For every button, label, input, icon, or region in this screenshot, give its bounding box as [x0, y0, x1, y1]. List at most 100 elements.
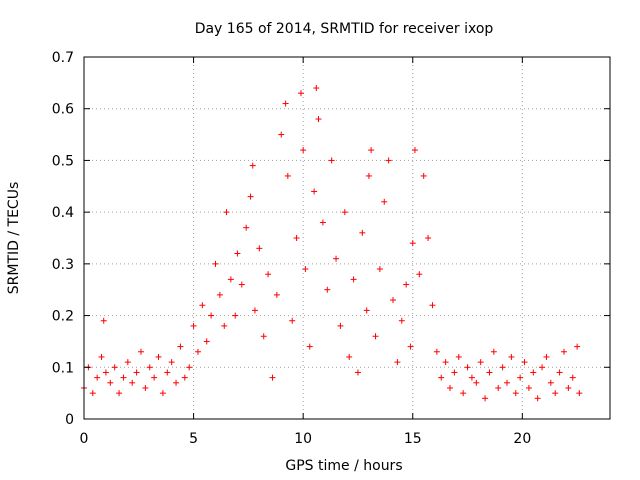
y-tick-label: 0.4: [52, 205, 74, 221]
data-point: [376, 266, 383, 273]
data-point: [164, 369, 171, 376]
data-point: [363, 307, 370, 314]
data-point: [337, 322, 344, 329]
data-point: [407, 343, 414, 350]
data-point: [168, 359, 175, 366]
data-point: [525, 384, 532, 391]
data-point: [177, 343, 184, 350]
data-point: [151, 374, 158, 381]
data-point: [116, 390, 123, 397]
data-point: [543, 353, 550, 360]
data-point: [129, 379, 136, 386]
data-point: [302, 266, 309, 273]
data-point: [221, 322, 228, 329]
data-point: [311, 188, 318, 195]
data-point: [273, 291, 280, 298]
data-point: [420, 172, 427, 179]
data-point: [442, 359, 449, 366]
data-point: [137, 348, 144, 355]
data-point: [203, 338, 210, 345]
data-point: [173, 379, 180, 386]
data-point: [365, 172, 372, 179]
data-point: [495, 384, 502, 391]
data-point: [289, 317, 296, 324]
data-point: [341, 209, 348, 216]
data-point: [508, 353, 515, 360]
data-point: [372, 333, 379, 340]
data-point: [306, 343, 313, 350]
data-point: [251, 307, 258, 314]
x-tick-label: 20: [513, 431, 531, 447]
x-tick-label: 5: [189, 431, 198, 447]
data-point: [346, 353, 353, 360]
data-point: [473, 379, 480, 386]
data-point: [223, 209, 230, 216]
x-tick-label: 15: [404, 431, 422, 447]
data-point: [385, 157, 392, 164]
x-tick-label: 10: [294, 431, 312, 447]
data-point: [319, 219, 326, 226]
data-point: [499, 364, 506, 371]
grid-lines: [84, 57, 610, 419]
data-point: [552, 390, 559, 397]
data-point: [350, 276, 357, 283]
data-point: [464, 364, 471, 371]
data-point: [107, 379, 114, 386]
data-point: [560, 348, 567, 355]
data-point: [265, 271, 272, 278]
data-point: [565, 384, 572, 391]
data-point: [247, 193, 254, 200]
data-point: [486, 369, 493, 376]
data-point: [390, 297, 397, 304]
data-point: [394, 359, 401, 366]
data-point: [333, 255, 340, 262]
y-tick-label: 0.5: [52, 153, 74, 169]
data-point: [576, 390, 583, 397]
data-point: [354, 369, 361, 376]
data-point: [328, 157, 335, 164]
data-point: [451, 369, 458, 376]
data-point: [293, 235, 300, 241]
data-point: [120, 374, 127, 381]
data-point: [111, 364, 118, 371]
data-point: [368, 147, 375, 154]
data-point: [411, 147, 418, 154]
x-axis-ticks: 0 5 10 15 20: [80, 57, 531, 447]
data-point: [482, 395, 489, 402]
data-point: [155, 353, 162, 360]
data-point: [249, 162, 256, 169]
data-point: [313, 85, 320, 92]
data-point: [455, 353, 462, 360]
data-point: [269, 374, 276, 381]
data-point: [534, 395, 541, 402]
data-point: [142, 384, 149, 391]
data-point: [517, 374, 524, 381]
data-point: [468, 374, 475, 381]
data-point: [300, 147, 307, 154]
data-point: [521, 359, 528, 366]
data-point: [503, 379, 510, 386]
data-point: [100, 317, 107, 324]
data-point: [181, 374, 188, 381]
data-point: [403, 281, 410, 288]
y-tick-label: 0.3: [52, 257, 74, 273]
y-tick-label: 0.2: [52, 309, 74, 325]
data-point: [398, 317, 405, 324]
data-point: [324, 286, 331, 293]
data-point: [409, 240, 416, 247]
data-point: [186, 364, 193, 371]
data-point: [429, 302, 436, 309]
data-point: [194, 348, 201, 355]
y-axis-label: SRMTID / TECUs: [6, 182, 22, 295]
data-point: [238, 281, 245, 288]
data-point: [212, 260, 219, 267]
y-tick-label: 0: [65, 412, 74, 428]
data-point: [530, 369, 537, 376]
data-point: [94, 374, 101, 381]
data-point: [359, 229, 366, 236]
data-point: [190, 322, 197, 329]
data-point: [416, 271, 423, 278]
data-point: [227, 276, 234, 283]
data-point: [433, 348, 440, 355]
